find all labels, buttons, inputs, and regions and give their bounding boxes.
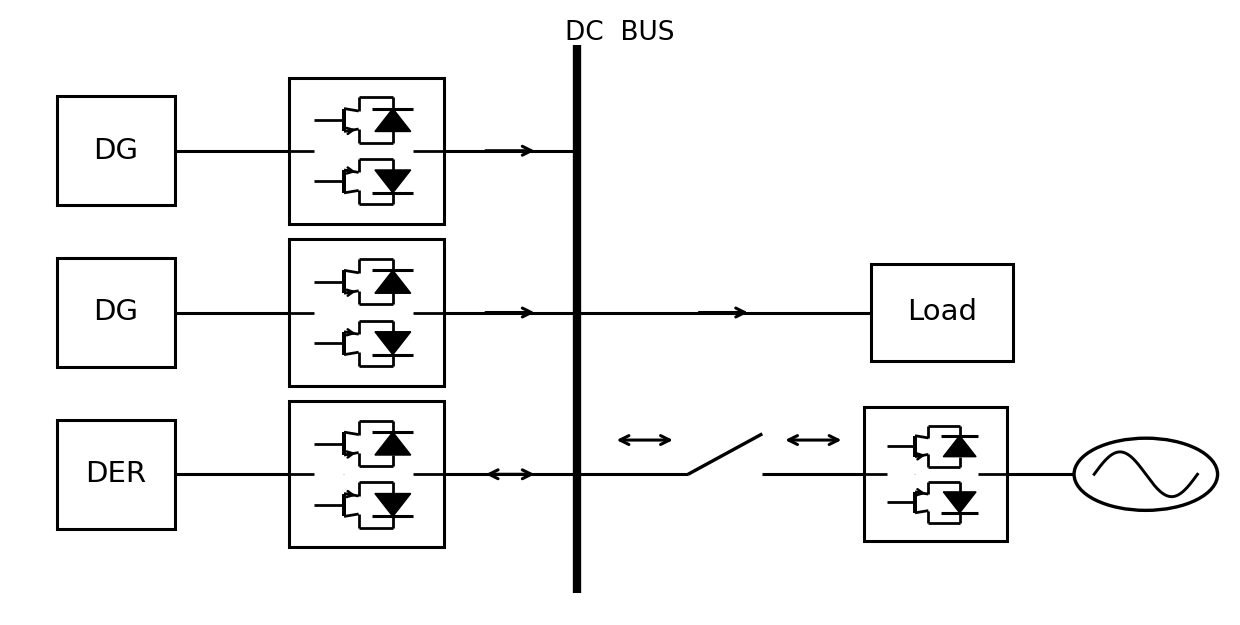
Text: DG: DG bbox=[93, 137, 139, 165]
Polygon shape bbox=[374, 271, 410, 293]
Bar bbox=[864, 408, 1007, 541]
Text: DC  BUS: DC BUS bbox=[565, 19, 675, 46]
Polygon shape bbox=[374, 332, 410, 354]
Polygon shape bbox=[374, 170, 410, 193]
Text: DG: DG bbox=[93, 299, 139, 326]
Text: DER: DER bbox=[86, 460, 146, 488]
Polygon shape bbox=[374, 494, 410, 516]
Polygon shape bbox=[944, 436, 976, 457]
Bar bbox=[870, 264, 1013, 361]
Bar bbox=[289, 239, 444, 386]
Bar bbox=[57, 420, 175, 529]
Polygon shape bbox=[374, 109, 410, 131]
Bar bbox=[289, 401, 444, 548]
Text: Load: Load bbox=[906, 299, 977, 326]
Polygon shape bbox=[944, 492, 976, 513]
Bar bbox=[289, 78, 444, 224]
Bar bbox=[57, 96, 175, 205]
Bar bbox=[57, 258, 175, 367]
Polygon shape bbox=[374, 432, 410, 455]
